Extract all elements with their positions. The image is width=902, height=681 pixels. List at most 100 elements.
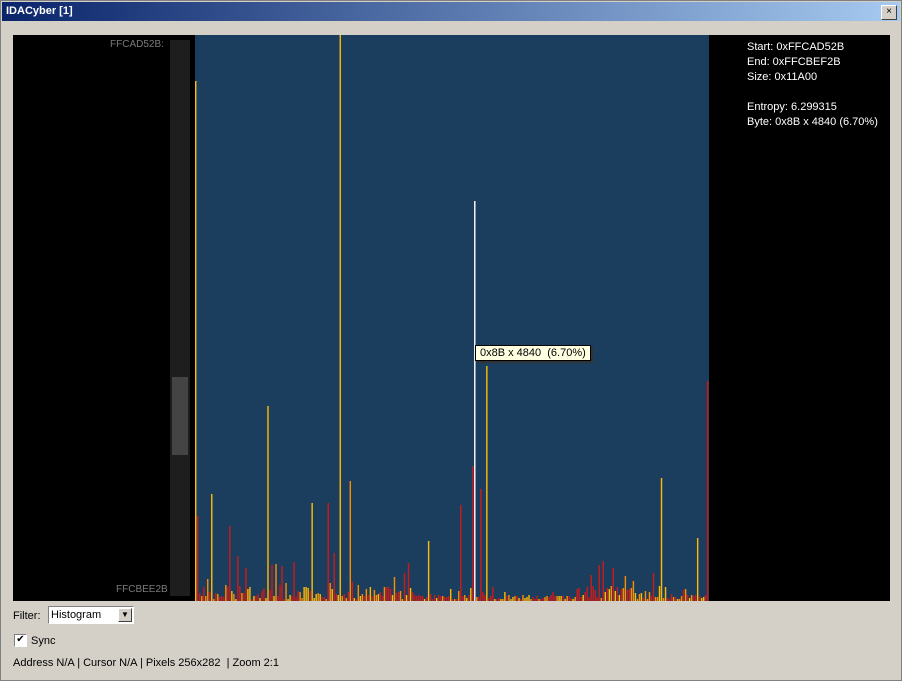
- histogram-bar: [315, 594, 317, 601]
- histogram-bar: [357, 585, 360, 601]
- histogram-bar: [449, 589, 452, 601]
- visualization-panel[interactable]: FFCAD52B: FFCBEE2B Start: 0xFFCAD52B End:…: [13, 35, 890, 601]
- histogram-bar: [241, 593, 243, 601]
- histogram-bar: [447, 596, 450, 601]
- histogram-bar: [664, 587, 667, 601]
- histogram-bar: [303, 587, 305, 601]
- histogram-bar: [600, 598, 602, 601]
- histogram-bar: [500, 599, 502, 601]
- histogram-bar: [560, 596, 562, 601]
- histogram-bar: [223, 597, 225, 601]
- histogram-bar: [389, 589, 392, 601]
- histogram-bar: [528, 595, 530, 601]
- histogram-bar: [435, 598, 438, 601]
- histogram-bar: [614, 591, 617, 601]
- histogram-bar: [343, 594, 345, 601]
- histogram-bar: [327, 503, 329, 601]
- histogram-bar: [566, 596, 568, 601]
- histogram-bar: [351, 582, 354, 601]
- histogram-bar: [369, 587, 372, 601]
- histogram-bar: [233, 594, 235, 601]
- histogram-bar: [255, 596, 257, 601]
- histogram-bar: [580, 597, 582, 601]
- histogram-bar: [514, 596, 516, 601]
- histogram-bar: [401, 599, 404, 601]
- histogram-bar: [407, 563, 410, 601]
- histogram-bar: [331, 589, 333, 601]
- histogram-bar: [377, 594, 380, 601]
- histogram-bar: [670, 594, 673, 601]
- vertical-scrollbar[interactable]: [170, 40, 190, 596]
- histogram-bar: [590, 575, 592, 601]
- histogram-bar: [568, 596, 570, 601]
- histogram-bar: [271, 565, 273, 601]
- histogram-bar: [630, 588, 633, 601]
- chevron-down-icon[interactable]: ▼: [118, 608, 132, 622]
- histogram-bar: [373, 590, 376, 601]
- histogram-bar: [209, 592, 211, 601]
- histogram-bar: [574, 597, 576, 601]
- histogram-bar: [462, 596, 464, 601]
- histogram-bar: [353, 598, 356, 601]
- histogram-bar: [494, 599, 496, 601]
- histogram-bar: [227, 587, 229, 601]
- histogram-bar: [345, 598, 347, 601]
- histogram-bar: [542, 598, 544, 601]
- info-end: End: 0xFFCBEF2B: [747, 56, 841, 68]
- histogram-bar: [429, 594, 432, 601]
- histogram-bar: [361, 594, 364, 601]
- histogram-bar: [395, 593, 398, 601]
- histogram-bar: [690, 595, 693, 601]
- histogram-bar: [638, 594, 641, 601]
- histogram-bar: [628, 589, 631, 601]
- histogram-bar: [512, 597, 514, 601]
- histogram-bar: [676, 599, 679, 601]
- histogram-bar: [602, 561, 604, 601]
- histogram-bar: [393, 577, 396, 601]
- histogram-bar: [550, 595, 552, 601]
- histogram-bar: [291, 596, 293, 601]
- close-button[interactable]: ×: [881, 5, 897, 20]
- histogram-bar: [558, 596, 560, 601]
- histogram-bar: [333, 553, 335, 601]
- histogram-bar: [405, 595, 408, 601]
- histogram-bar: [520, 599, 522, 601]
- histogram-bar: [456, 599, 458, 601]
- histogram-bar: [273, 596, 275, 601]
- filter-value: Histogram: [51, 609, 102, 621]
- histogram-bar: [610, 586, 613, 601]
- histogram-bar: [257, 594, 259, 601]
- scrollbar-thumb[interactable]: [172, 377, 188, 455]
- histogram-bar: [207, 579, 209, 601]
- histogram-bar: [375, 595, 378, 601]
- histogram-bar: [594, 590, 596, 601]
- histogram-bar: [680, 596, 683, 601]
- histogram-bar: [359, 596, 362, 601]
- histogram-bar: [582, 595, 584, 601]
- histogram-plot[interactable]: [195, 35, 709, 601]
- histogram-bar: [225, 585, 227, 601]
- filter-select[interactable]: Histogram ▼: [48, 606, 134, 624]
- histogram-bar: [678, 599, 681, 601]
- histogram-bar: [644, 591, 647, 601]
- histogram-bar: [397, 592, 400, 601]
- sync-checkbox[interactable]: ✔: [14, 634, 27, 647]
- sync-label: Sync: [31, 635, 56, 647]
- histogram-bar: [534, 599, 536, 601]
- title-bar[interactable]: IDACyber [1] ×: [2, 2, 900, 21]
- info-byte: Byte: 0x8B x 4840 (6.70%): [747, 116, 878, 128]
- histogram-bar: [269, 590, 271, 601]
- end-address-label: FFCBEE2B: [116, 584, 168, 595]
- histogram-bar: [606, 588, 609, 601]
- histogram-bar: [391, 595, 394, 601]
- histogram-bar: [648, 592, 651, 601]
- histogram-bar: [211, 494, 213, 601]
- histogram-bar: [700, 598, 703, 601]
- histogram-bar: [325, 599, 327, 601]
- histogram-bar: [476, 597, 478, 601]
- histogram-bar: [452, 599, 454, 601]
- histogram-bar: [247, 589, 249, 601]
- histogram-bar: [480, 489, 482, 601]
- histogram-bar: [441, 596, 444, 601]
- histogram-bar: [253, 596, 255, 601]
